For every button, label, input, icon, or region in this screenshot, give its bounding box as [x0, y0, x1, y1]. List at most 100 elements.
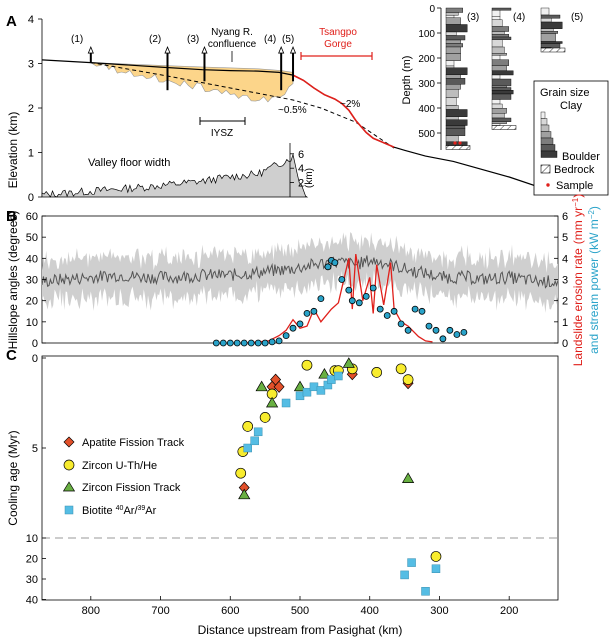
grain-step [540, 118, 548, 126]
b-y2label-a-sup: −1 [571, 197, 580, 207]
b-y2label-b-end: ) [587, 206, 601, 210]
biotite-point [316, 386, 326, 395]
stream-power-point [460, 328, 468, 336]
width-label: Valley floor width [88, 157, 170, 169]
gorge-profile-line [292, 74, 395, 148]
column-layer [445, 31, 457, 36]
biotite-point [281, 398, 291, 408]
site-marker-cap [289, 46, 297, 54]
panel-label-a: A [6, 13, 17, 30]
c-x-tick-label: 600 [221, 605, 239, 617]
stream-power-point [331, 259, 339, 267]
zircon-uthhe-point [430, 551, 442, 562]
column-layer [491, 53, 507, 56]
column-layer [491, 34, 509, 38]
column-layer [540, 28, 554, 32]
sample-swatch [546, 183, 550, 187]
column-label-5: (5) [571, 12, 583, 23]
grain-size-title: Grain size [540, 87, 590, 99]
valley-width-area [41, 153, 309, 198]
legend-apatite: Apatite Fission Track [82, 437, 185, 449]
biotite-point [400, 570, 409, 580]
cooling-age-points [235, 357, 442, 596]
b-y2label-a: Landslide erosion rate (mm yr−1) [571, 194, 585, 367]
column-layer [540, 41, 563, 44]
a-y-tick-label: 1 [28, 148, 34, 160]
stream-power-point [261, 339, 269, 347]
column-layer [491, 31, 505, 35]
column-layer [491, 93, 512, 100]
column-layer [445, 7, 463, 13]
depth-label: Depth (m) [401, 56, 413, 105]
zircon-ft-point [342, 357, 355, 368]
column-layer [445, 141, 468, 146]
c-x-tick-label: 400 [361, 605, 379, 617]
column-layer [445, 125, 466, 129]
b-y2-tick-label: 4 [562, 253, 568, 265]
stream-power-point [324, 263, 332, 271]
b-y2label-a-end: ) [571, 194, 585, 198]
stream-power-point [390, 307, 398, 315]
column-layer [445, 24, 468, 33]
legend-bio-pre: Biotite [82, 505, 116, 517]
stream-power-point [345, 286, 353, 294]
column-layer [445, 135, 459, 142]
stream-power-point [212, 339, 220, 347]
column-bedrock [491, 125, 517, 130]
panel-c: 0 5 10 20 30 40 800 700 600 500 400 300 200 Cooling… [6, 353, 559, 637]
column-sample [458, 141, 462, 145]
column-layer [491, 55, 501, 60]
column-layer [445, 97, 457, 106]
stream-power-point [254, 339, 262, 347]
b-y2label-a-unit: (mm yr [571, 207, 585, 244]
biotite-point [421, 587, 430, 596]
depth-tick-label: 100 [418, 29, 435, 40]
biotite-point [253, 427, 263, 437]
stream-power-point [418, 307, 426, 315]
c-x-ticks: 800 700 600 500 400 300 200 [82, 596, 518, 617]
legend-bio-sup1: 40 [116, 505, 124, 512]
b-y2label-b-text: and stream power [587, 258, 601, 354]
column-bedrock [445, 145, 471, 150]
site-markers [87, 46, 297, 91]
column-layer [491, 121, 507, 124]
grain-step [540, 144, 556, 152]
column-layer [491, 90, 514, 95]
legend-zhe-marker [63, 459, 75, 471]
column-layer [491, 117, 512, 122]
stratigraphic-columns: 0 100 200 300 400 500 Depth (m) (3) (4) (5) [401, 4, 583, 150]
stream-power-point [282, 332, 290, 340]
b-y-tick-label: 20 [26, 296, 38, 308]
grain-clay: Clay [560, 100, 583, 112]
site-label-2: (2) [149, 34, 161, 45]
width-tick-label: 4 [298, 163, 304, 175]
c-y-tick-label: 30 [26, 574, 38, 586]
column-layer [491, 108, 507, 114]
slope-steep-label: ~2% [340, 99, 360, 110]
a-ylabel: Elevation (km) [6, 112, 20, 189]
site-label-3: (3) [187, 34, 199, 45]
width-tick-label: 6 [298, 149, 304, 161]
valley-fill [89, 62, 294, 103]
biotite-point [431, 564, 441, 573]
grain-sample: Sample [556, 180, 593, 192]
column-layer [491, 10, 501, 17]
site-label-1: (1) [71, 34, 83, 45]
stream-power-point [425, 322, 433, 330]
stream-power-point [275, 337, 283, 345]
depth-ticks: 0 100 200 300 400 500 [418, 4, 441, 140]
b-y2-tick-label: 0 [562, 338, 568, 350]
stream-power-point [303, 309, 311, 317]
grain-size-legend: Grain size Clay Boulder Bedrock Sample [533, 80, 609, 196]
column-layer [491, 74, 501, 80]
site-marker-cap [201, 46, 208, 54]
stream-power-point [348, 297, 356, 305]
c-x-tick-label: 500 [291, 605, 309, 617]
b-y-tick-label: 30 [26, 275, 38, 287]
grain-bedrock: Bedrock [554, 164, 595, 176]
zircon-uthhe-point [371, 367, 383, 378]
stream-power-point [247, 339, 255, 347]
grain-steps [540, 111, 558, 158]
a-y-tick-label: 3 [28, 59, 34, 71]
depth-tick-label: 300 [418, 79, 435, 90]
